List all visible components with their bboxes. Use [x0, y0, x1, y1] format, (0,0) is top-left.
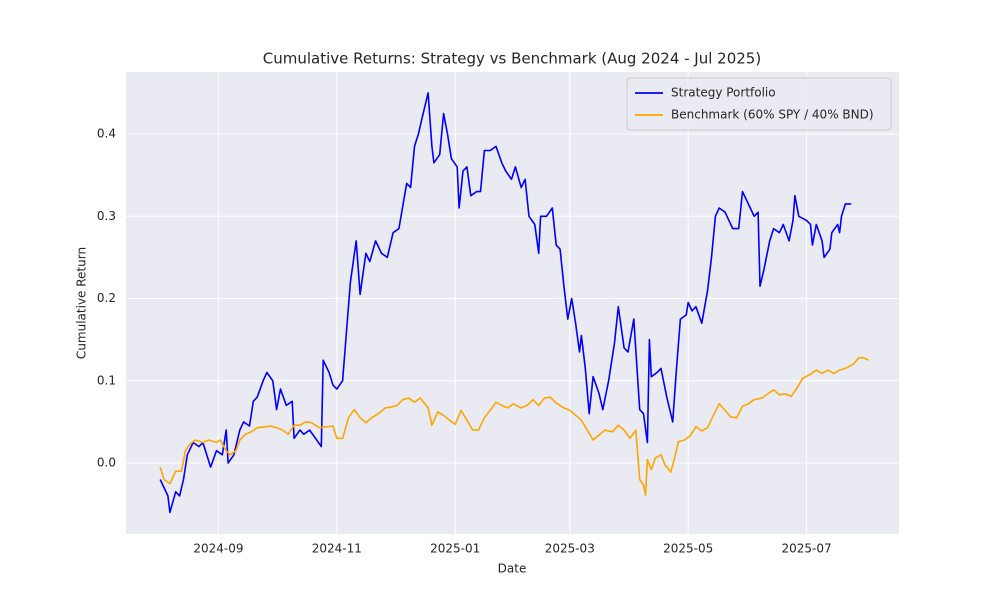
x-tick-label: 2024-09: [193, 542, 243, 556]
y-tick-label: 0.1: [97, 373, 116, 387]
y-tick-label: 0.3: [97, 209, 116, 223]
y-axis-label: Cumulative Return: [75, 247, 89, 359]
x-axis-label: Date: [498, 562, 527, 576]
series-line: [159, 92, 852, 514]
x-tick-label: 2025-07: [782, 542, 832, 556]
legend-label: Benchmark (60% SPY / 40% BND): [671, 108, 874, 122]
x-tick-label: 2024-11: [312, 542, 362, 556]
y-tick-label: 0.4: [97, 127, 116, 141]
x-tick-label: 2025-05: [663, 542, 713, 556]
legend: Strategy Portfolio Benchmark (60% SPY / 4…: [626, 77, 892, 131]
lines: [159, 92, 870, 514]
y-tick-label: 0.0: [97, 456, 116, 470]
legend-label: Strategy Portfolio: [671, 86, 776, 100]
legend-box: [626, 77, 892, 131]
x-tick-label: 2025-01: [430, 542, 480, 556]
y-tick-label: 0.2: [97, 291, 116, 305]
x-tick-label: 2025-03: [545, 542, 595, 556]
chart-title: Cumulative Returns: Strategy vs Benchmar…: [263, 50, 761, 68]
plot-area: [126, 72, 899, 534]
series-line: [159, 356, 870, 496]
